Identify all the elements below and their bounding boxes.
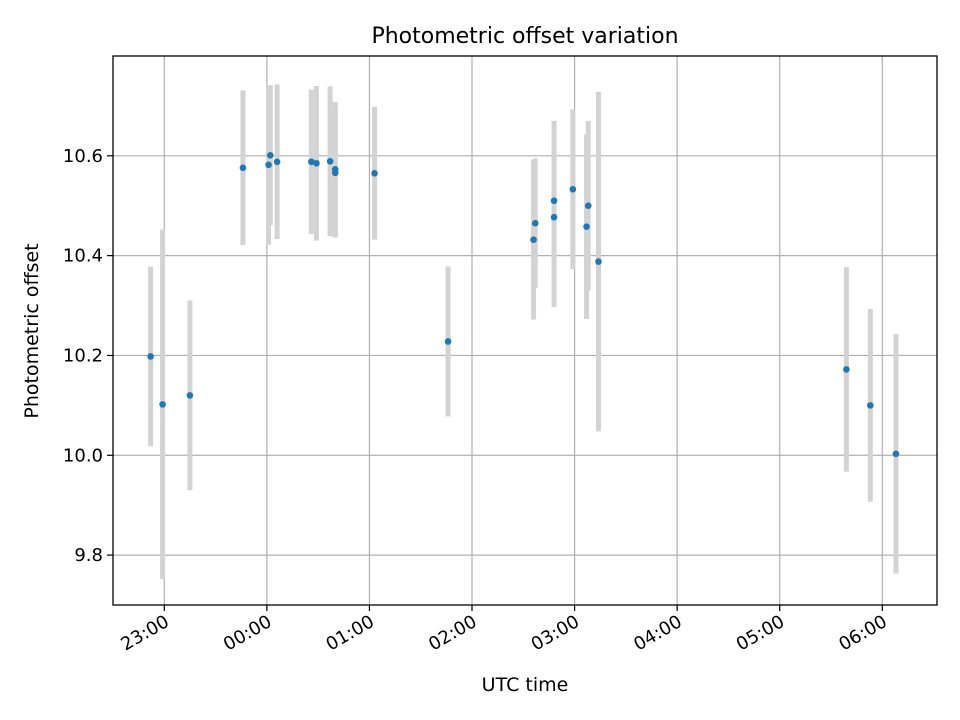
- data-point: [147, 353, 154, 360]
- data-point: [531, 219, 539, 227]
- chart-title: Photometric offset variation: [371, 24, 678, 49]
- data-point: [265, 161, 272, 169]
- y-axis-label: Photometric offset: [21, 243, 43, 418]
- data-point: [331, 169, 339, 177]
- data-point: [867, 402, 874, 409]
- y-tick-label: 10.4: [63, 246, 103, 267]
- point-layer: [147, 152, 900, 458]
- data-point: [530, 236, 537, 243]
- data-point: [186, 392, 194, 399]
- data-point: [266, 152, 274, 159]
- data-point: [239, 164, 247, 172]
- data-point: [583, 223, 590, 230]
- y-tick-label: 10.2: [63, 345, 103, 366]
- data-point: [550, 213, 558, 221]
- data-point: [892, 450, 900, 458]
- data-point: [159, 401, 166, 408]
- data-point: [308, 158, 315, 166]
- y-tick-label: 9.8: [74, 545, 103, 566]
- data-point: [584, 202, 592, 210]
- y-tick-label: 10.6: [63, 146, 103, 167]
- data-point: [595, 258, 602, 265]
- grid-layer: [113, 56, 937, 605]
- data-point: [843, 366, 850, 373]
- y-tick-label: 10.0: [63, 445, 103, 466]
- data-point: [313, 160, 320, 167]
- data-point: [569, 185, 577, 193]
- data-point: [444, 338, 452, 345]
- plot-frame: [112, 55, 938, 606]
- data-point: [550, 197, 558, 205]
- data-point: [326, 158, 334, 165]
- x-axis-label: UTC time: [482, 674, 569, 696]
- data-point: [371, 169, 378, 177]
- data-point: [273, 158, 281, 166]
